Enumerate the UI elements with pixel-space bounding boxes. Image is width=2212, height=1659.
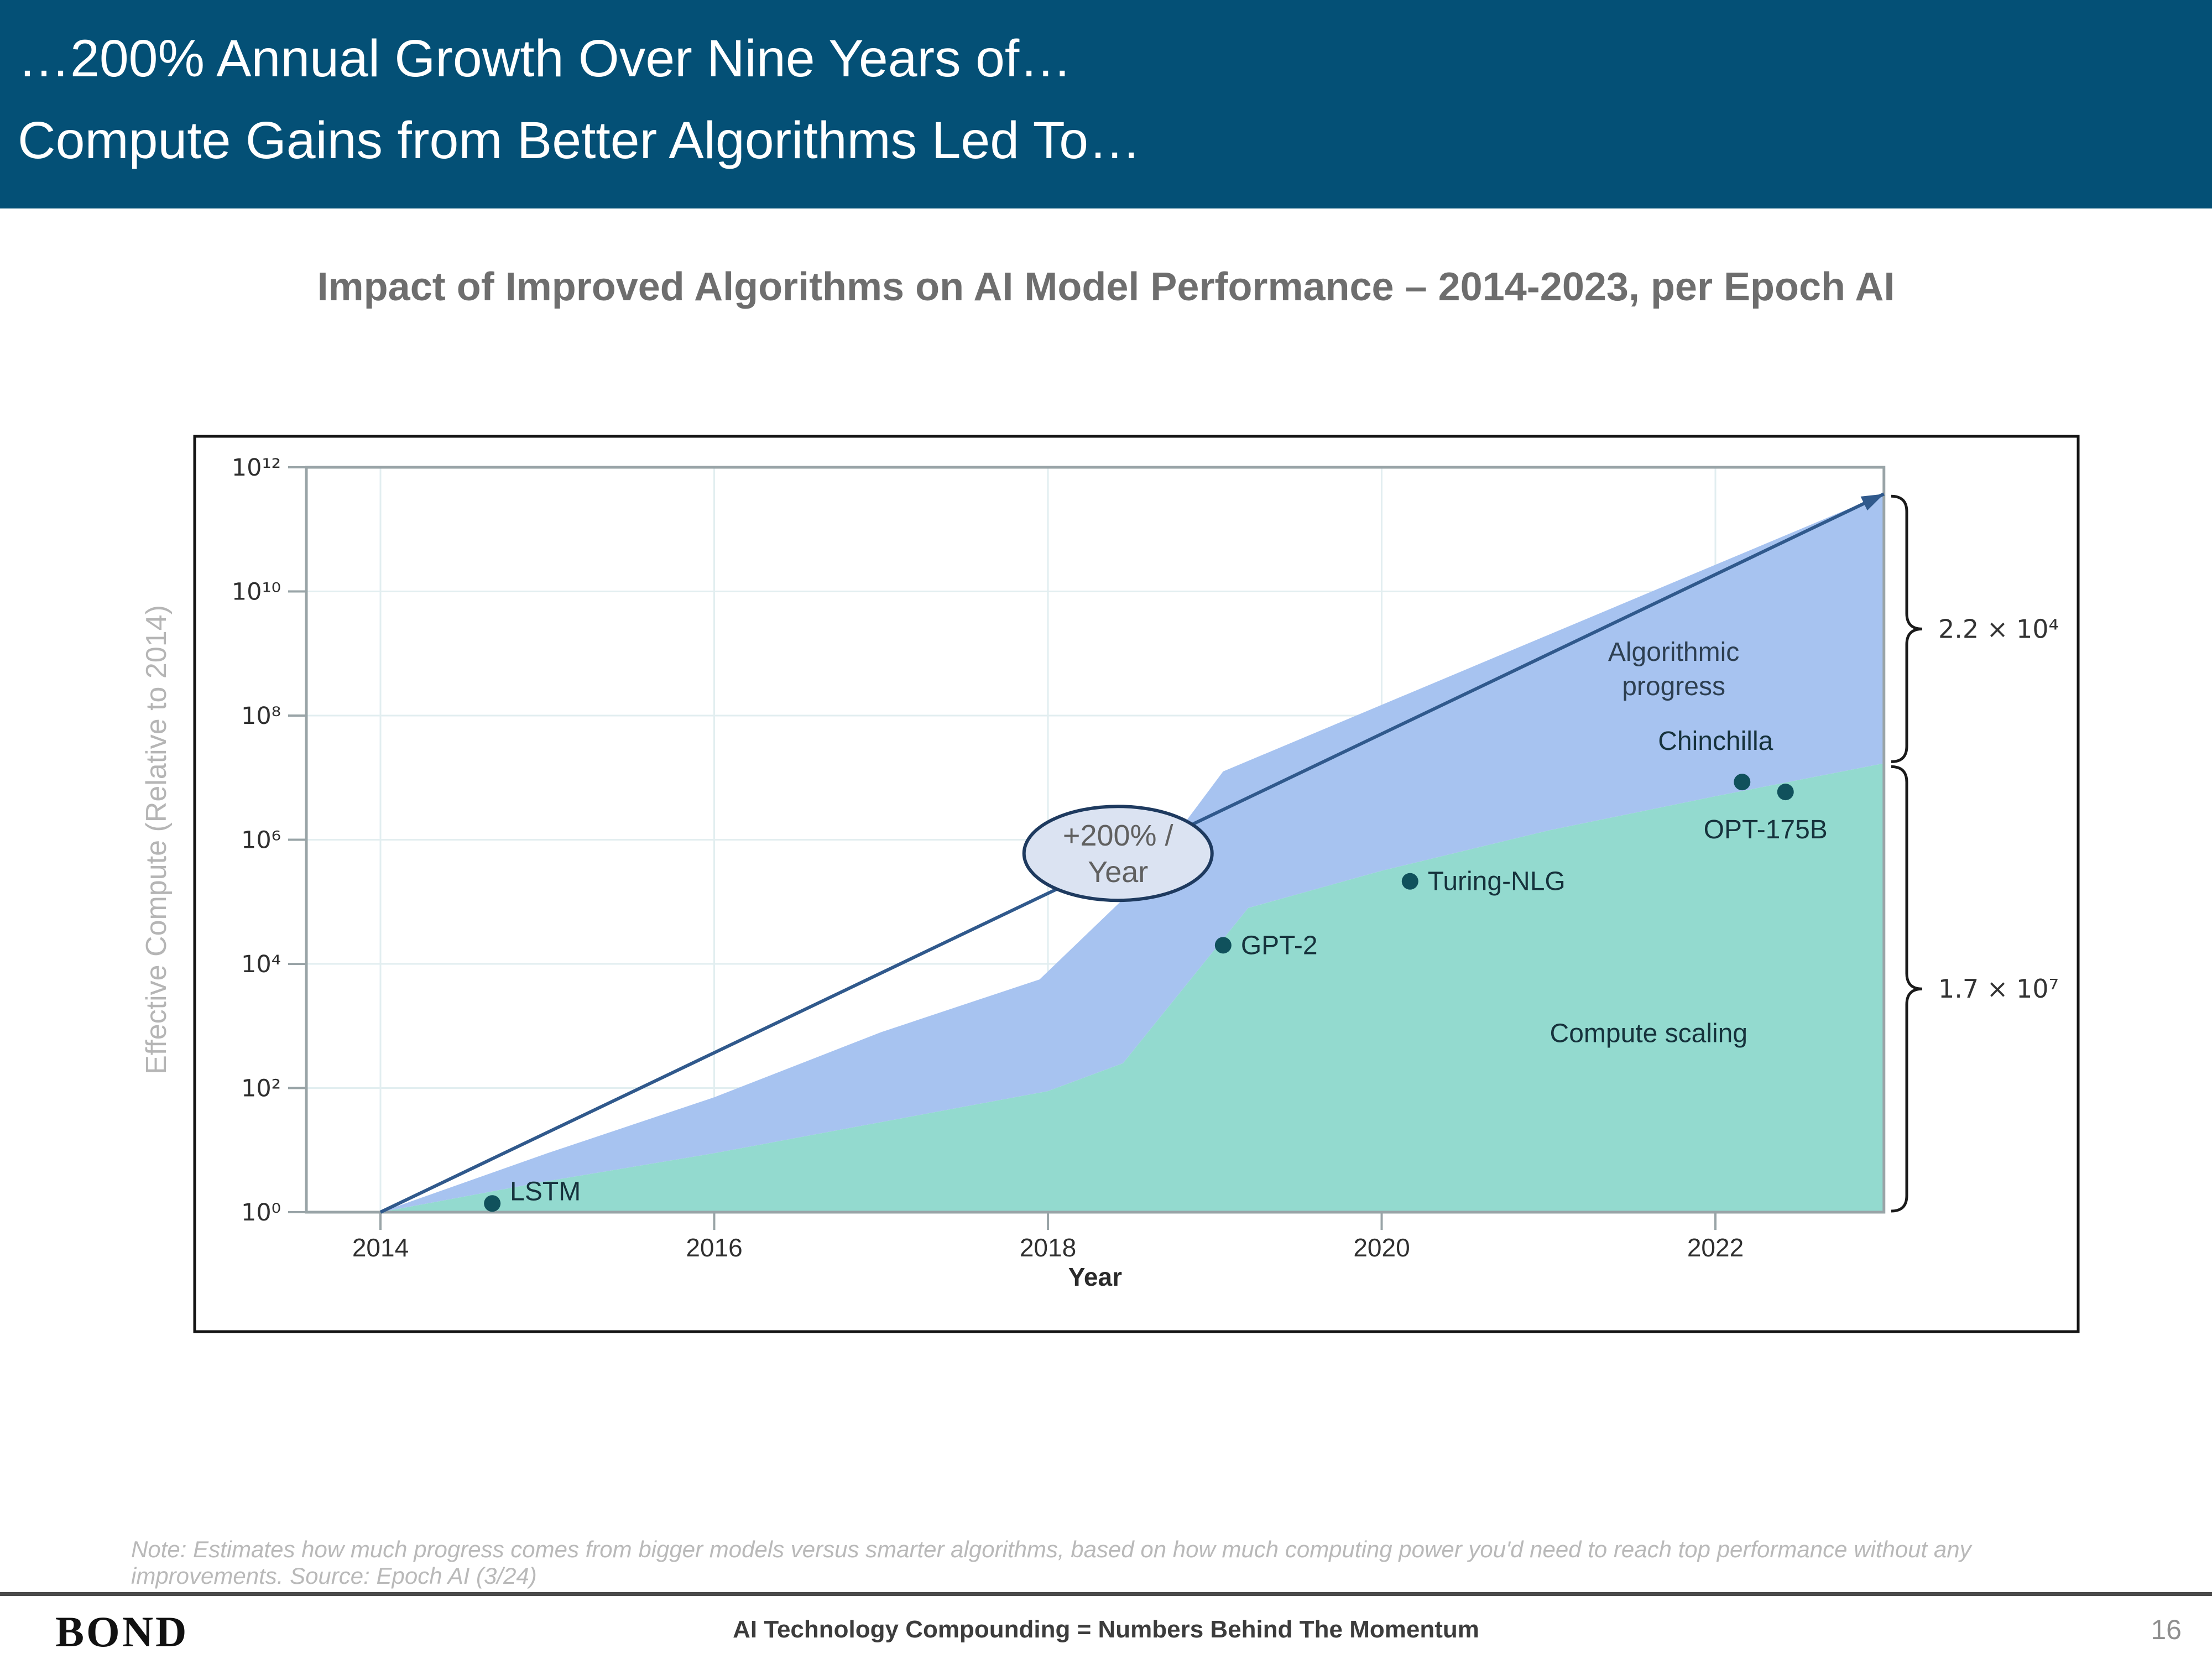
- chart-title: Impact of Improved Algorithms on AI Mode…: [317, 265, 1895, 309]
- trend-arrowhead-icon: [1860, 494, 1884, 511]
- y-tick-label: 10¹²: [232, 454, 281, 482]
- growth-rate-ellipse: [1022, 805, 1214, 902]
- y-tick-label: 10⁴: [241, 951, 281, 978]
- x-tick-label: 2014: [352, 1233, 409, 1262]
- source-note-line2: improvements. Source: Epoch AI (3/24): [131, 1563, 537, 1589]
- area-compute-scaling: [380, 763, 1884, 1212]
- y-tick-label: 10⁸: [241, 702, 281, 730]
- figure-frame: [193, 435, 2080, 1333]
- model-point-Turing-NLG: [1401, 873, 1418, 890]
- bracket-value: 1.7 × 10⁷: [1938, 974, 2059, 1004]
- model-point-OPT-175B: [1777, 784, 1794, 801]
- x-tick-label: 2018: [1020, 1233, 1076, 1262]
- y-tick-label: 10²: [241, 1075, 281, 1103]
- footer-divider: [0, 1592, 2212, 1596]
- header-title-line1: …200% Annual Growth Over Nine Years of…: [18, 29, 1072, 88]
- model-point-GPT-2: [1214, 937, 1232, 954]
- model-point-label-OPT-175B: OPT-175B: [1704, 815, 1828, 844]
- source-note-line1: Note: Estimates how much progress comes …: [131, 1536, 1971, 1562]
- bond-logo: BOND: [55, 1608, 189, 1656]
- bracket-brace-icon: [1891, 765, 1923, 1213]
- model-point-label-LSTM: LSTM: [510, 1177, 581, 1206]
- header-banner: …200% Annual Growth Over Nine Years of… …: [0, 0, 2212, 208]
- model-point-LSTM: [484, 1195, 501, 1212]
- footer-title: AI Technology Compounding = Numbers Behi…: [733, 1616, 1479, 1643]
- label-compute-scaling: Compute scaling: [1550, 1019, 1748, 1048]
- bracket-brace-icon: [1891, 494, 1923, 763]
- growth-rate-label-line1: +200% /: [1063, 819, 1173, 852]
- y-tick-label: 10⁰: [241, 1199, 281, 1227]
- y-tick-label: 10⁶: [241, 827, 281, 854]
- growth-rate-label-line2: Year: [1088, 855, 1148, 889]
- x-axis-title: Year: [1068, 1262, 1122, 1291]
- source-note: Note: Estimates how much progress comes …: [131, 1536, 2133, 1589]
- model-point-label-Turing-NLG: Turing-NLG: [1428, 867, 1566, 896]
- y-axis-title: Effective Compute (Relative to 2014): [140, 605, 173, 1074]
- page-number: 16: [2151, 1614, 2182, 1645]
- label-algorithmic-progress: Algorithmic progress: [1608, 638, 1739, 701]
- header-title-line2: Compute Gains from Better Algorithms Led…: [18, 111, 1141, 170]
- x-tick-label: 2022: [1687, 1233, 1744, 1262]
- model-point-label-Chinchilla: Chinchilla: [1658, 727, 1773, 756]
- x-tick-label: 2020: [1353, 1233, 1410, 1262]
- x-tick-label: 2016: [686, 1233, 742, 1262]
- bracket-value: 2.2 × 10⁴: [1938, 614, 2059, 644]
- y-tick-label: 10¹⁰: [232, 578, 281, 606]
- model-point-Chinchilla: [1734, 774, 1751, 791]
- model-point-label-GPT-2: GPT-2: [1241, 931, 1318, 960]
